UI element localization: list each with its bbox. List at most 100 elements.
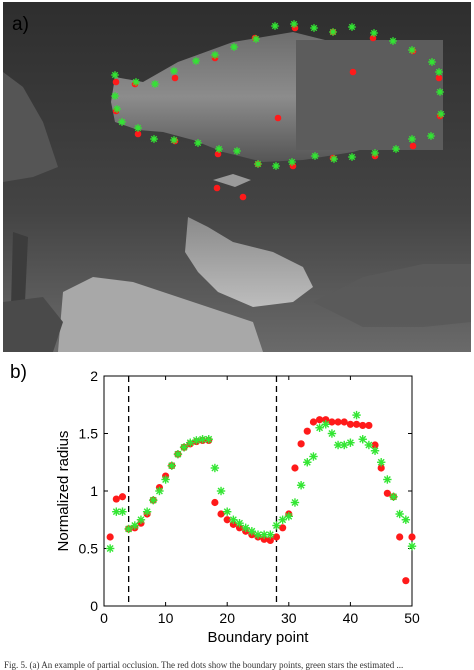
green-data-point bbox=[229, 515, 238, 524]
lower-fish bbox=[185, 217, 313, 307]
red-data-point bbox=[260, 535, 268, 543]
radius-chart: 0 10 20 30 40 50 0 0.5 1 1.5 2 Boundary point Normal… bbox=[0, 360, 474, 660]
green-data-point bbox=[155, 486, 164, 496]
green-data-point bbox=[296, 481, 306, 490]
red-data-point bbox=[112, 495, 120, 503]
red-data-point bbox=[211, 498, 219, 507]
red-data-point bbox=[235, 524, 244, 532]
figure-caption: Fig. 5. (a) An example of partial occlus… bbox=[4, 660, 404, 670]
green-data-point bbox=[290, 498, 300, 507]
rock-bottom-left bbox=[3, 297, 63, 352]
green-data-point bbox=[407, 542, 417, 551]
green-data-point bbox=[309, 452, 318, 461]
red-data-point bbox=[352, 420, 361, 428]
photo-green-star bbox=[348, 23, 356, 31]
green-data-point bbox=[278, 515, 287, 524]
photo-green-star bbox=[392, 145, 400, 153]
red-data-point bbox=[279, 524, 287, 532]
blurred-fish bbox=[313, 264, 471, 327]
photo-green-star bbox=[192, 57, 200, 65]
red-data-point bbox=[359, 421, 367, 430]
green-data-point bbox=[364, 440, 374, 450]
red-data-point bbox=[266, 536, 274, 545]
photo-green-star bbox=[233, 147, 241, 155]
boundary-markers bbox=[111, 20, 445, 201]
red-data-point bbox=[328, 418, 336, 426]
photo-green-star bbox=[211, 51, 219, 59]
photo-red-dot bbox=[349, 68, 357, 76]
photo-green-star bbox=[288, 158, 296, 166]
green-data-point bbox=[142, 507, 152, 516]
photo-green-star bbox=[389, 37, 397, 45]
red-data-point bbox=[377, 464, 385, 472]
red-data-point bbox=[106, 533, 114, 541]
green-data-point bbox=[130, 521, 139, 530]
photo-red-dot bbox=[239, 193, 247, 201]
photo-green-star bbox=[254, 160, 262, 168]
photo-green-star bbox=[437, 110, 445, 118]
green-data-point bbox=[216, 486, 226, 496]
green-data-point bbox=[284, 512, 293, 521]
green-data-point bbox=[266, 530, 275, 539]
green-data-point bbox=[333, 440, 343, 450]
green-data-point bbox=[383, 475, 392, 484]
green-data-point bbox=[105, 544, 115, 553]
photo-green-star bbox=[118, 118, 126, 126]
photo-green-star bbox=[408, 135, 416, 143]
occluder-block bbox=[296, 40, 443, 150]
red-data-point bbox=[322, 416, 330, 424]
green-data-point bbox=[124, 524, 133, 534]
photo-green-star bbox=[370, 29, 378, 37]
photo-svg bbox=[3, 2, 471, 352]
y-tick-label: 1.5 bbox=[79, 426, 99, 442]
green-data-point bbox=[192, 436, 201, 445]
green-data-point bbox=[223, 507, 232, 516]
photo-green-star bbox=[151, 80, 159, 88]
green-data-point bbox=[358, 435, 367, 444]
x-tick-label: 40 bbox=[343, 610, 359, 626]
red-data-point bbox=[229, 520, 237, 528]
photo-green-star bbox=[329, 28, 337, 36]
photo-green-star bbox=[111, 92, 119, 100]
green-data-point bbox=[247, 527, 257, 536]
rock-left bbox=[3, 72, 58, 182]
x-tick-label: 30 bbox=[281, 610, 297, 626]
red-data-point bbox=[309, 418, 318, 426]
photo-red-dot bbox=[409, 142, 417, 150]
photo-green-star bbox=[435, 68, 443, 76]
green-data-point bbox=[303, 458, 312, 467]
photo-red-dot bbox=[112, 78, 120, 86]
red-data-point bbox=[396, 533, 404, 541]
red-data-point bbox=[371, 441, 379, 449]
photo-red-dot bbox=[214, 150, 222, 158]
green-data-point bbox=[315, 423, 324, 432]
y-tick-label: 0.5 bbox=[79, 541, 99, 557]
red-data-point bbox=[383, 489, 391, 497]
x-tick-label: 20 bbox=[219, 610, 235, 626]
green-data-point bbox=[235, 519, 244, 528]
photo-red-dot bbox=[369, 34, 377, 42]
green-data-point bbox=[389, 492, 398, 501]
panel-b-label: b) bbox=[10, 362, 27, 383]
photo-green-star bbox=[330, 155, 338, 163]
photo-green-star bbox=[111, 71, 119, 79]
y-tick-label: 2 bbox=[90, 368, 98, 384]
x-tick-label: 50 bbox=[404, 610, 420, 626]
green-data-point bbox=[327, 429, 337, 438]
green-data-point bbox=[204, 435, 213, 444]
green-data-point bbox=[149, 496, 158, 505]
green-data-point bbox=[272, 521, 281, 530]
red-data-point bbox=[272, 533, 281, 541]
photo-green-star bbox=[252, 35, 260, 43]
photo-green-star bbox=[170, 67, 178, 75]
red-data-point bbox=[408, 533, 416, 541]
y-axis-label: Normalized radius bbox=[55, 431, 72, 552]
red-data-point bbox=[118, 493, 127, 501]
green-data-point bbox=[179, 443, 189, 452]
photo-green-star bbox=[194, 139, 202, 147]
green-data-point bbox=[136, 515, 146, 524]
photo-green-star bbox=[436, 88, 444, 96]
rock-pillar bbox=[11, 232, 28, 307]
photo-green-star bbox=[272, 162, 280, 170]
x-tick-label: 10 bbox=[158, 610, 174, 626]
